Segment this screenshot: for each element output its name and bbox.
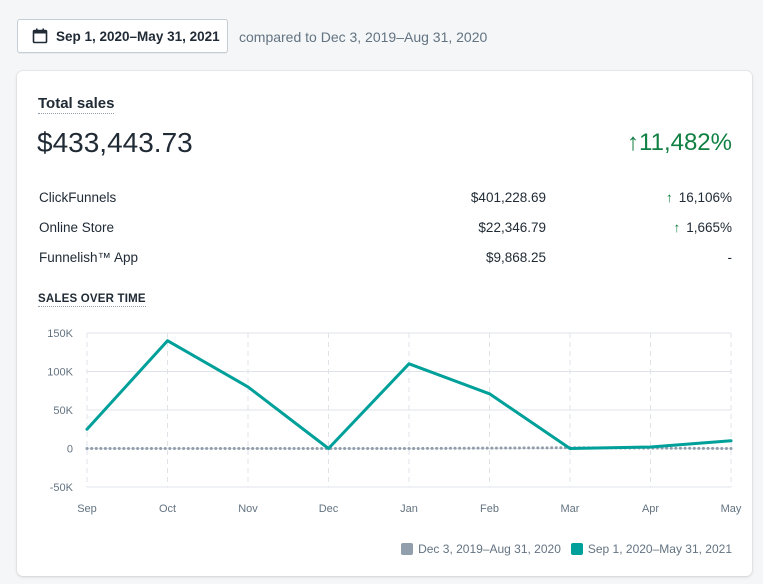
series-line-current: [85, 339, 733, 450]
legend-swatch-previous: [401, 543, 414, 555]
x-tick-label: Apr: [642, 503, 659, 515]
y-tick-label: 100K: [47, 367, 73, 379]
breakdown-amount: $22,346.79: [478, 220, 546, 235]
breakdown-row: ClickFunnels $401,228.69 ↑ 16,106%: [39, 183, 732, 213]
card-title[interactable]: Total sales: [38, 95, 115, 114]
breakdown-name: ClickFunnels: [39, 190, 117, 205]
breakdown-row: Online Store $22,346.79 ↑ 1,665%: [39, 213, 732, 243]
breakdown-amount: $401,228.69: [470, 190, 546, 205]
total-change-value: 11,482%: [639, 129, 732, 156]
x-tick-label: Mar: [561, 503, 580, 515]
arrow-up-icon: ↑: [627, 129, 640, 156]
x-tick-label: Jan: [400, 503, 418, 515]
y-tick-label: 150K: [47, 328, 73, 340]
date-range-button[interactable]: Sep 1, 2020–May 31, 2021: [17, 19, 228, 53]
y-tick-label: -50K: [50, 482, 74, 494]
legend-swatch-current: [570, 543, 583, 555]
total-sales-change: ↑11,482%: [627, 129, 732, 157]
legend-label-previous: Dec 3, 2019–Aug 31, 2020: [418, 542, 561, 556]
x-tick-label: Feb: [480, 503, 499, 515]
x-tick-label: Sep: [77, 503, 97, 515]
breakdown-name: Funnelish™ App: [39, 250, 139, 265]
x-tick-label: Dec: [319, 503, 339, 515]
breakdown-name: Online Store: [39, 220, 115, 235]
arrow-up-icon: ↑: [673, 220, 681, 235]
x-tick-label: Nov: [238, 503, 258, 515]
sales-breakdown: ClickFunnels $401,228.69 ↑ 16,106% Online…: [39, 183, 732, 273]
chart-legend: Dec 3, 2019–Aug 31, 2020 Sep 1, 2020–May…: [391, 542, 732, 556]
breakdown-change: ↑ 16,106%: [666, 190, 732, 205]
compare-text: compared to Dec 3, 2019–Aug 31, 2020: [239, 29, 488, 45]
breakdown-change: ↑ 1,665%: [673, 220, 732, 235]
legend-item-current[interactable]: Sep 1, 2020–May 31, 2021: [570, 542, 732, 556]
breakdown-amount: $9,868.25: [485, 250, 546, 265]
total-sales-card: Total sales $433,443.73 ↑11,482% ClickFu…: [17, 71, 752, 576]
breakdown-row: Funnelish™ App $9,868.25 -: [39, 243, 732, 273]
calendar-icon: [32, 28, 48, 44]
legend-item-previous[interactable]: Dec 3, 2019–Aug 31, 2020: [401, 542, 561, 556]
arrow-up-icon: ↑: [665, 190, 673, 205]
total-sales-value: $433,443.73: [37, 127, 193, 158]
breakdown-change-value: 16,106%: [678, 190, 732, 205]
breakdown-change: -: [727, 250, 733, 265]
y-tick-label: 50K: [53, 405, 73, 417]
y-tick-label: 0: [67, 444, 73, 456]
x-tick-label: May: [721, 503, 742, 515]
series-line-previous: [85, 446, 733, 450]
date-range-label: Sep 1, 2020–May 31, 2021: [56, 28, 220, 44]
x-tick-label: Oct: [159, 503, 176, 515]
breakdown-change-value: 1,665%: [686, 220, 732, 235]
chart-title[interactable]: SALES OVER TIME: [38, 293, 146, 307]
legend-label-current: Sep 1, 2020–May 31, 2021: [587, 542, 732, 556]
